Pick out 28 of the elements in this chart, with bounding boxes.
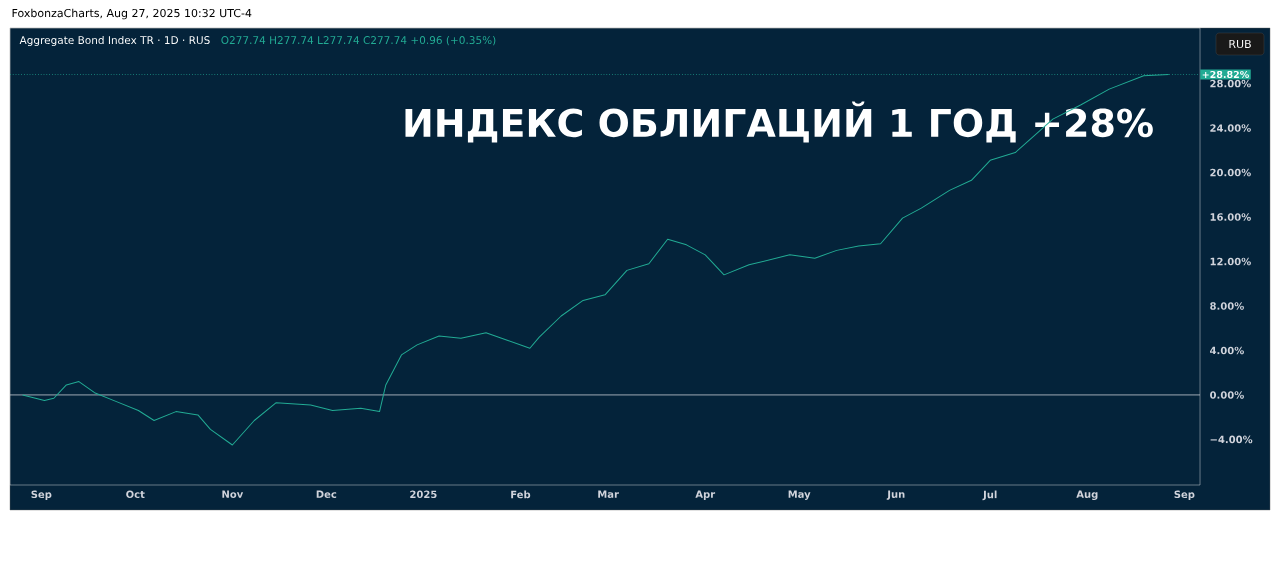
x-tick-label: Nov [222, 490, 244, 498]
x-tick-label: Jul [982, 490, 997, 501]
text: O277.74 H277.74 L277.74 C277.74 +0.96 (+0.35%) [221, 35, 496, 46]
x-tick-label: Dec [316, 490, 337, 498]
x-tick-label: Sep [31, 490, 52, 501]
x-tick-label: Feb [511, 490, 531, 499]
y-tick-label: 28.00% [1210, 79, 1251, 88]
y-tick-label: 4.00% [1210, 346, 1244, 355]
x-tick-label: Mar [598, 490, 619, 498]
x-tick-label: Sep [1174, 490, 1195, 501]
text: Aggregate Bond Index TR · 1D · RUS [19, 35, 210, 47]
y-tick-label: 24.00% [1210, 124, 1251, 132]
x-tick-label: Jun [886, 490, 905, 500]
text: FoxbonzaCharts, Aug 27, 2025 10:32 UTC-4 [12, 8, 252, 20]
x-tick-label: Aug [1076, 490, 1098, 500]
y-tick-label: 20.00% [1210, 168, 1251, 177]
x-tick-label: May [788, 490, 811, 500]
x-tick-label: Apr [695, 490, 716, 500]
y-tick-label: 0.00% [1210, 391, 1244, 399]
y-tick-label: −4.00% [1210, 435, 1253, 444]
text: RUB [1229, 39, 1251, 49]
y-tick-label: 16.00% [1210, 213, 1251, 221]
ref-line-label: +28.82% [1202, 70, 1249, 79]
y-tick-label: 12.00% [1210, 257, 1251, 266]
y-tick-label: 8.00% [1210, 302, 1244, 310]
annotation: ИНДЕКС ОБЛИГАЦИЙ 1 ГОД +28% [405, 101, 1153, 143]
x-tick-label: 2025 [410, 490, 437, 499]
x-tick-label: Oct [126, 490, 145, 499]
